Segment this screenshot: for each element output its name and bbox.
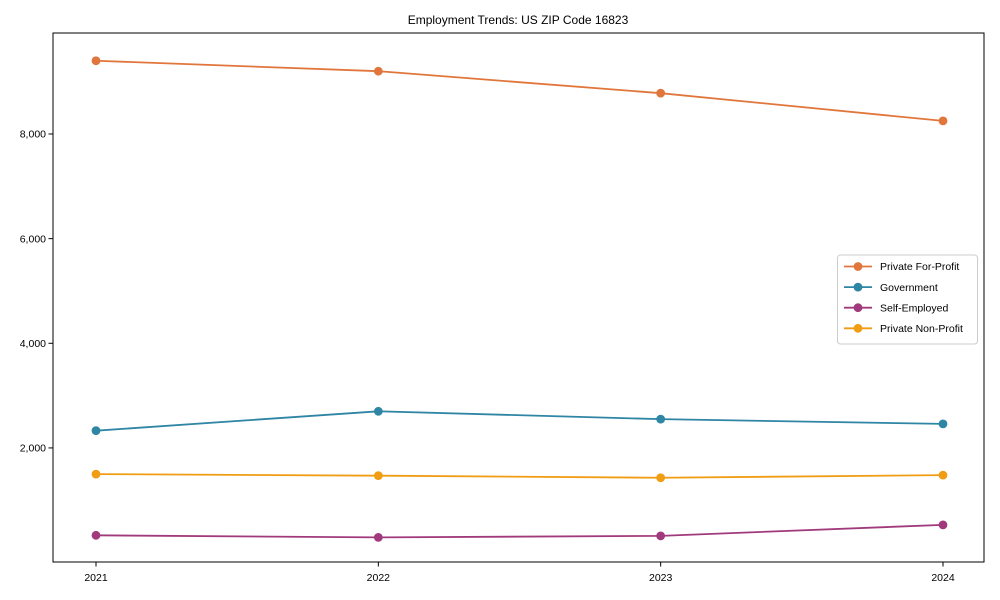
plot-frame xyxy=(52,32,985,563)
x-axis-tick-label: 2022 xyxy=(367,572,391,584)
data-point xyxy=(373,406,383,416)
y-axis-tick-label: 4,000 xyxy=(20,338,46,350)
data-point xyxy=(373,471,383,481)
series-line xyxy=(95,410,944,432)
series-private-non-profit xyxy=(91,469,948,483)
data-point xyxy=(938,470,948,480)
series-private-for-profit xyxy=(91,56,948,126)
legend-sample-marker xyxy=(853,303,863,313)
data-point xyxy=(91,530,101,540)
data-point xyxy=(373,533,383,542)
plot-area: 2,000 4,000 6,000 8,000 2021 2022 2023 2024 Priv… xyxy=(20,32,985,584)
legend: Private For-Profit Government Self-Employe… xyxy=(837,254,978,345)
series-line xyxy=(95,473,944,479)
series-line xyxy=(95,523,944,539)
data-point xyxy=(938,520,948,530)
series-line xyxy=(95,59,944,122)
legend-item: Private Non-Profit xyxy=(844,323,963,335)
legend-item: Government xyxy=(844,282,938,294)
legend-box xyxy=(837,254,978,345)
chart-title: Employment Trends: US ZIP Code 16823 xyxy=(408,13,629,27)
legend-item-label: Private Non-Profit xyxy=(880,323,963,335)
data-point xyxy=(91,56,101,66)
data-point xyxy=(373,66,383,76)
legend-item: Private For-Profit xyxy=(844,261,959,273)
series-self-employed xyxy=(91,520,948,542)
data-point xyxy=(656,414,666,424)
y-axis-tick-label: 8,000 xyxy=(20,129,46,141)
legend-item-label: Private For-Profit xyxy=(880,261,959,273)
series-government xyxy=(91,406,948,436)
x-axis-tick-label: 2021 xyxy=(84,572,108,584)
data-point xyxy=(938,419,948,429)
data-point xyxy=(656,473,666,483)
legend-sample-marker xyxy=(853,282,863,292)
data-point xyxy=(91,426,101,436)
data-point xyxy=(938,116,948,126)
x-axis-tick-label: 2024 xyxy=(931,572,955,584)
data-point xyxy=(656,88,666,98)
legend-sample-marker xyxy=(853,262,863,271)
legend-item-label: Self-Employed xyxy=(880,302,948,314)
data-point xyxy=(656,531,666,541)
legend-item-label: Government xyxy=(880,282,938,294)
data-point xyxy=(91,469,101,479)
legend-item: Self-Employed xyxy=(844,302,948,314)
y-axis-tick-label: 2,000 xyxy=(20,443,46,455)
y-axis-tick-label: 6,000 xyxy=(20,233,46,245)
x-axis-tick-label: 2023 xyxy=(649,572,673,584)
legend-sample-marker xyxy=(853,323,863,333)
